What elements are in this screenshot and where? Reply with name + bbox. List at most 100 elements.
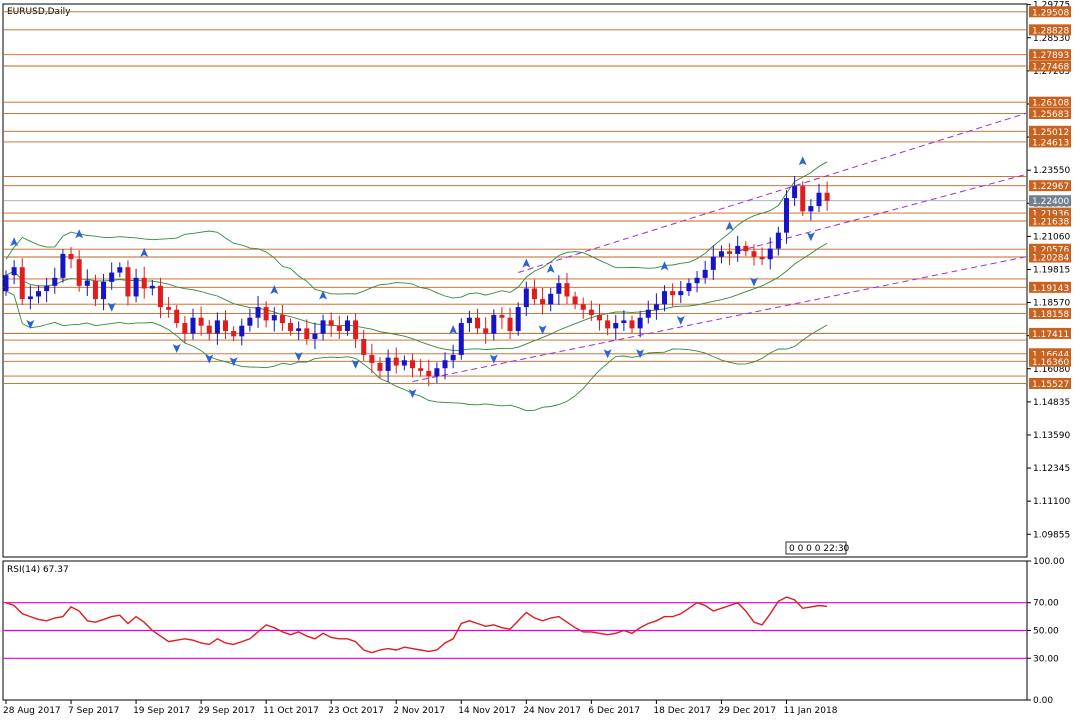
fractal-down-arrow [408, 389, 417, 399]
fractal-down-arrow [205, 354, 214, 364]
price-tick-label: 1.13590 [1033, 431, 1070, 441]
candle-body [759, 256, 765, 260]
level-label-bg [1029, 24, 1071, 36]
level-label: 1.16360 [1032, 358, 1069, 368]
candle-body [401, 360, 407, 366]
level-label-bg [1029, 96, 1071, 108]
candle-body [556, 283, 562, 294]
level-label-bg [1029, 215, 1071, 227]
candle-body [101, 281, 107, 300]
fractal-down-arrow [172, 343, 181, 353]
price-tick-label: 1.09855 [1033, 530, 1070, 540]
fractal-up-arrow [660, 261, 669, 271]
candle-body [190, 317, 196, 334]
candle-body [466, 317, 472, 324]
candle-body [288, 323, 294, 332]
candle-body [450, 354, 456, 361]
price-tick-label: 1.16080 [1033, 365, 1070, 375]
level-label-bg [1029, 243, 1071, 255]
price-tick-label: 1.23550 [1033, 166, 1070, 176]
level-label: 1.21936 [1032, 210, 1069, 220]
candle-body [710, 256, 716, 270]
candle-body [117, 267, 123, 273]
level-label: 1.21638 [1032, 217, 1069, 227]
candle-body [353, 320, 359, 339]
candle-body [11, 267, 17, 276]
fractal-down-arrow [749, 277, 758, 287]
candle-body [548, 293, 554, 305]
level-label: 1.25683 [1032, 110, 1069, 120]
current-price-label: 1.22400 [1029, 195, 1071, 207]
level-label: 1.28828 [1032, 26, 1069, 36]
countdown-box: 0 0 0 0 22:30 [785, 541, 850, 555]
fractal-up-arrow [140, 247, 149, 257]
candle-body [68, 253, 74, 260]
x-tick-label: 2 Nov 2017 [393, 706, 445, 716]
candle-body [60, 253, 66, 278]
candle-body [279, 315, 285, 324]
level-label: 1.16644 [1032, 350, 1069, 360]
x-tick-label: 29 Dec 2017 [718, 706, 776, 716]
fractal-down-arrow [229, 357, 238, 367]
fractal-down-arrow [351, 359, 360, 369]
x-tick-label: 18 Dec 2017 [653, 706, 711, 716]
candle-body [678, 291, 684, 296]
level-label-bg [1029, 49, 1071, 61]
fractal-up-arrow [725, 221, 734, 231]
candle-body [531, 288, 537, 300]
candle-body [369, 354, 375, 363]
level-label: 1.19143 [1032, 284, 1069, 294]
fractal-down-arrow [806, 232, 815, 242]
level-label: 1.24613 [1032, 138, 1069, 148]
candle-body [214, 320, 220, 334]
candle-body [149, 285, 155, 289]
candle-body [662, 291, 668, 305]
candle-body [483, 328, 489, 334]
level-label: 1.27468 [1032, 62, 1069, 72]
x-tick-label: 29 Sep 2017 [198, 706, 255, 716]
candle-body [255, 307, 261, 318]
level-label: 1.18158 [1032, 310, 1069, 320]
level-label-bg [1029, 327, 1071, 339]
candle-body [458, 323, 464, 355]
fractal-up-arrow [449, 325, 458, 335]
candle-body [3, 275, 9, 292]
candle-body [475, 317, 481, 329]
level-label: 1.25012 [1032, 128, 1069, 138]
candle-body [824, 192, 830, 201]
candle-body [605, 320, 611, 329]
level-label: 1.26108 [1032, 99, 1069, 109]
candle-body [410, 360, 415, 369]
candle-body [36, 291, 42, 297]
x-tick-label: 14 Nov 2017 [458, 706, 516, 716]
x-tick-label: 7 Sep 2017 [68, 706, 119, 716]
candle-body [613, 323, 619, 329]
band-lo [5, 290, 828, 412]
price-tick-label: 1.19815 [1033, 265, 1070, 275]
candle-body [499, 315, 505, 318]
candle-body [670, 291, 676, 296]
fractal-down-arrow [294, 351, 303, 361]
candle-body [702, 269, 708, 278]
candle-body [808, 206, 814, 212]
candle-body [588, 309, 594, 316]
candle-body [751, 251, 757, 257]
level-label-bg [1029, 355, 1071, 367]
level-label-bg [1029, 60, 1071, 72]
fractal-down-arrow [636, 349, 645, 359]
level-label: 1.20576 [1032, 246, 1069, 256]
level-label-bg [1029, 207, 1071, 219]
fractal-down-arrow [538, 325, 547, 335]
rsi-tick-label: 30.00 [1033, 654, 1059, 664]
candle-body [800, 186, 806, 212]
candle-body [515, 307, 521, 332]
candle-body [247, 317, 253, 326]
candle-body [735, 245, 741, 254]
candle-body [27, 296, 33, 300]
band-up [5, 161, 828, 299]
candle-body [816, 192, 822, 207]
level-label: 1.22967 [1032, 182, 1069, 192]
candle-body [442, 360, 448, 369]
price-tick-label: 1.11100 [1033, 497, 1070, 507]
